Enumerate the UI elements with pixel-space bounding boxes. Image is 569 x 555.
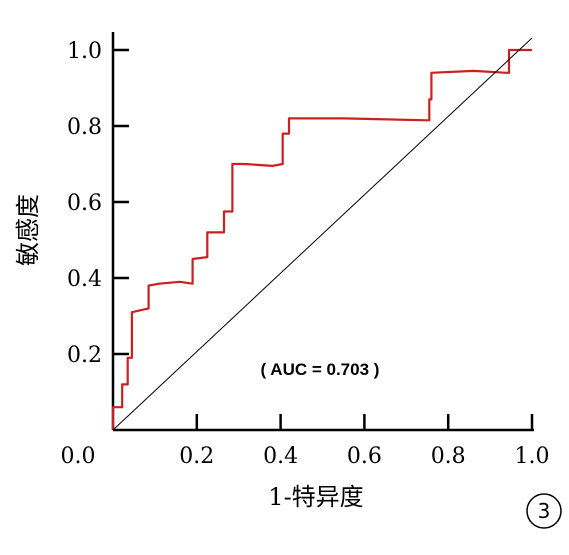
- y-axis-title: 敏感度: [14, 194, 42, 266]
- tick-marks: [113, 48, 534, 430]
- x-tick-label: 0.8: [431, 444, 466, 469]
- series-group: [111, 37, 533, 431]
- x-tick-label: 0.2: [179, 444, 214, 469]
- reference-diagonal: [112, 37, 533, 431]
- y-tick-labels: 0.2 0.4 0.6 0.8 1.0: [67, 39, 102, 368]
- x-tick-label: 1.0: [515, 444, 550, 469]
- axes: [111, 32, 534, 432]
- y-tick-label: 0.6: [67, 191, 102, 216]
- x-tick-label: 0.4: [263, 444, 298, 469]
- x-tick-labels: 0.0 0.2 0.4 0.6 0.8 1.0: [61, 444, 550, 469]
- x-tick-label: 0.6: [347, 444, 382, 469]
- auc-annotation: ( AUC = 0.703 ): [261, 360, 380, 379]
- y-tick-label: 0.4: [67, 267, 102, 292]
- y-tick-label: 0.2: [67, 343, 102, 368]
- panel-badge: [526, 493, 562, 529]
- x-tick-label: 0.0: [61, 444, 96, 469]
- roc-curve: [111, 48, 532, 430]
- y-tick-label: 0.8: [67, 115, 102, 140]
- x-axis-title: 1-特异度: [268, 483, 363, 511]
- y-tick-label: 1.0: [67, 39, 102, 64]
- panel-label: 3: [538, 499, 551, 523]
